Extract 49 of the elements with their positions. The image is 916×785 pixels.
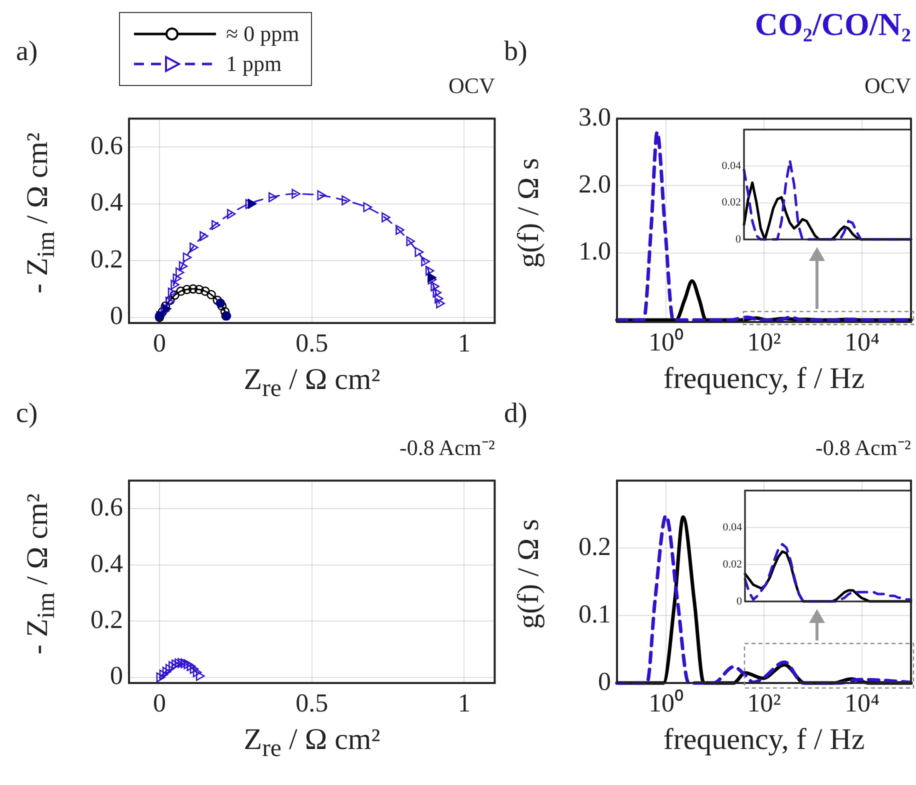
- y-tick-label: 0.4: [90, 188, 123, 217]
- chart-subtitle: -0.8 Acm⁻²: [816, 435, 911, 460]
- y-tick-label: 0.02: [722, 196, 741, 209]
- y-tick-label: 0.02: [722, 558, 742, 570]
- y-axis-title: g(f) / Ω s: [512, 519, 545, 629]
- y-tick-label: 1.0: [578, 236, 611, 266]
- y-tick-label: 0.6: [90, 130, 123, 160]
- y-tick-label: 0: [736, 233, 742, 246]
- y-tick-label: 2.0: [578, 170, 611, 199]
- y-tick-label: 0.04: [722, 521, 742, 534]
- y-tick-label: 0.2: [90, 604, 123, 634]
- x-tick-label: 10⁰: [648, 688, 684, 718]
- x-tick-label: 0: [152, 688, 166, 718]
- x-tick-label: 10⁴: [844, 688, 880, 718]
- y-tick-label: 0.4: [90, 548, 123, 578]
- chart-title: CO₂/CO/N₂: [754, 6, 911, 42]
- x-axis-title: Z$_{re}$ / Ω cm²: [242, 723, 382, 762]
- chart-subtitle: OCV: [864, 73, 911, 98]
- y-tick-label: 0.6: [90, 492, 123, 522]
- legend-label: 1 ppm: [226, 51, 282, 77]
- chart-subtitle: OCV: [448, 73, 495, 98]
- x-tick-label: 10⁴: [844, 327, 880, 356]
- x-tick-label: 10⁰: [648, 327, 684, 356]
- legend-label: ≈ 0 ppm: [226, 21, 300, 47]
- y-axis-title: g(f) / Ω s: [512, 158, 545, 268]
- text: a): [16, 36, 38, 67]
- chart-subtitle: -0.8 Acm⁻²: [400, 435, 495, 460]
- x-tick-label: 1: [458, 688, 471, 718]
- y-tick-label: 0: [110, 661, 123, 690]
- y-tick-label: 3.0: [578, 102, 611, 132]
- x-tick-label: 1: [458, 328, 471, 358]
- x-tick-label: 0.5: [296, 328, 328, 358]
- text: c): [16, 398, 38, 429]
- y-tick-label: 0.2: [578, 532, 611, 561]
- x-tick-label: 10²: [747, 327, 782, 356]
- text: d): [504, 398, 528, 429]
- y-tick-label: 0.04: [722, 160, 742, 172]
- x-tick-label: 10²: [747, 688, 782, 718]
- x-axis-title: frequency, f / Hz: [662, 723, 866, 756]
- y-tick-label: 0.2: [90, 244, 123, 274]
- y-tick-label: 0.1: [578, 599, 611, 628]
- y-tick-label: 0: [110, 301, 123, 330]
- x-tick-label: 0: [152, 328, 166, 358]
- x-tick-label: 0.5: [296, 688, 328, 718]
- x-axis-title: Z$_{re}$ / Ω cm²: [242, 363, 382, 402]
- text: b): [504, 36, 528, 67]
- y-tick-label: 0: [736, 595, 742, 608]
- x-axis-title: frequency, f / Hz: [662, 362, 866, 395]
- y-tick-label: 0: [598, 666, 611, 696]
